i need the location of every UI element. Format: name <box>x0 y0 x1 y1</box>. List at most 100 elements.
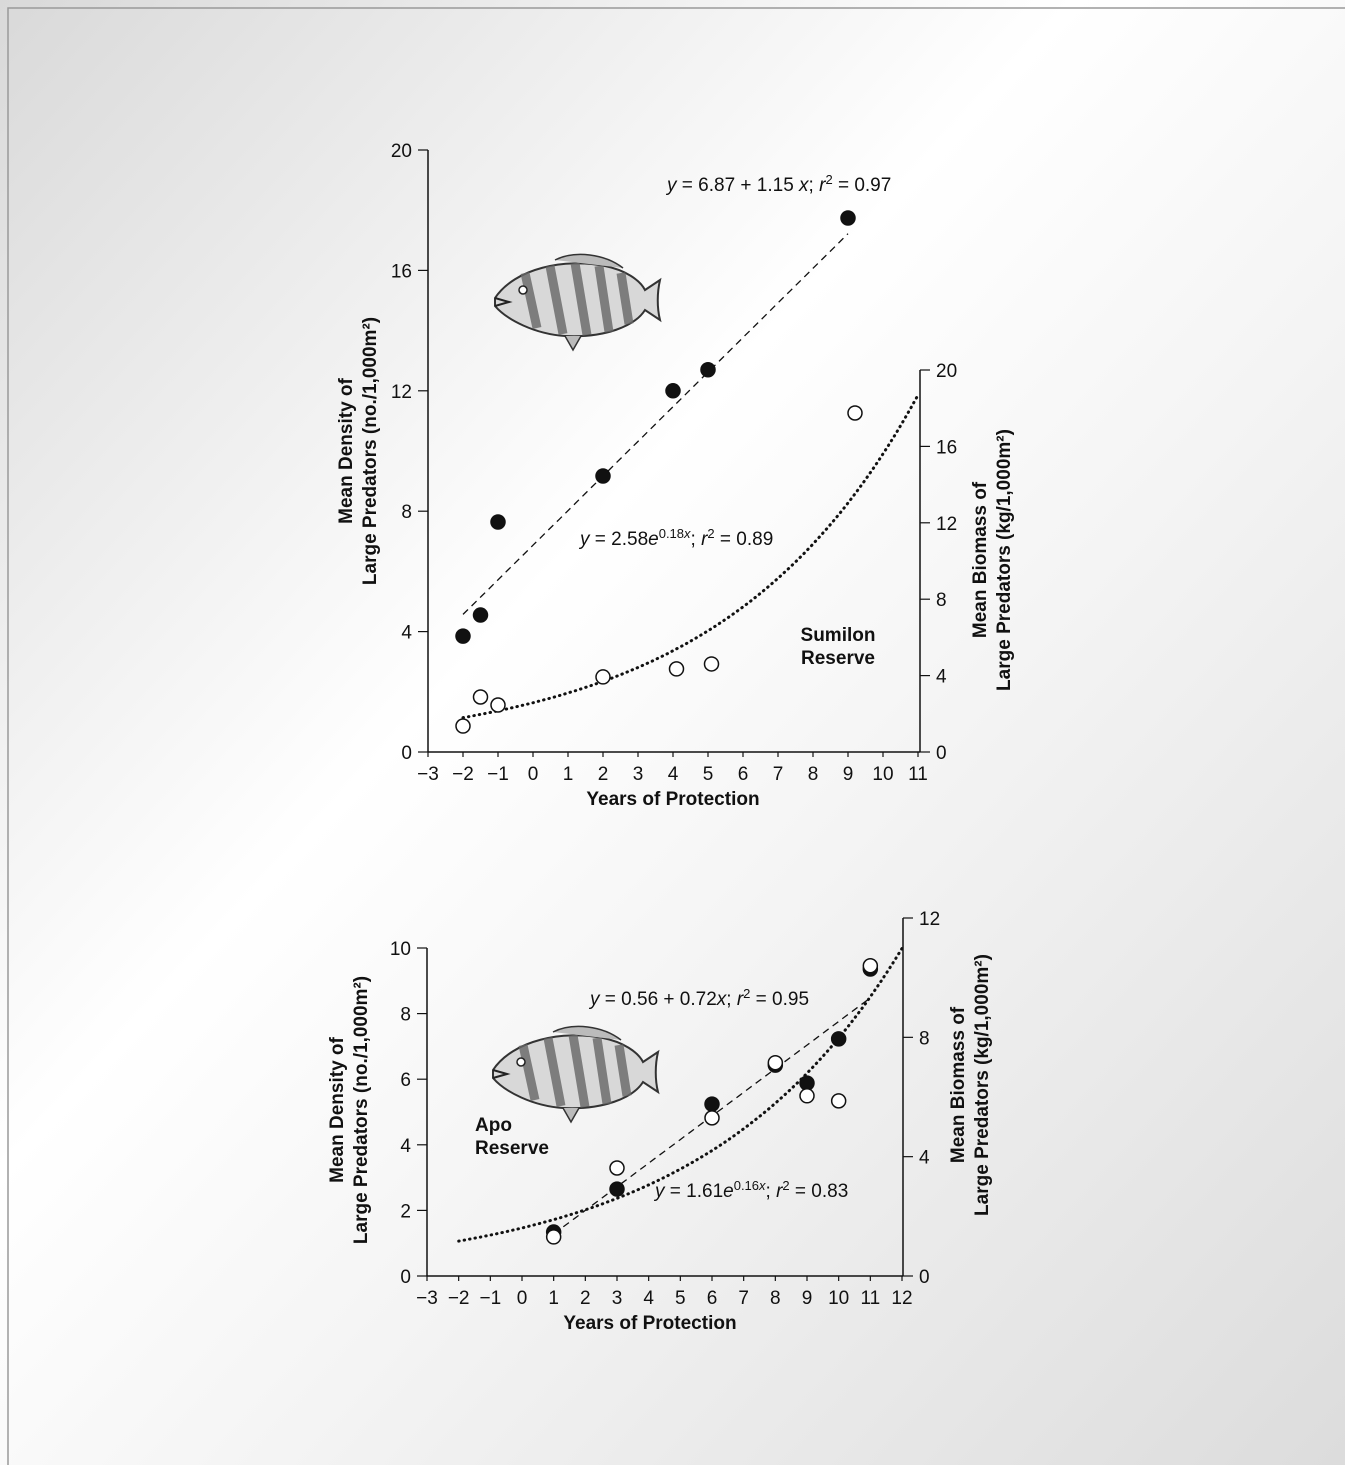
equation-part: = 0.97 <box>833 175 892 196</box>
data-point <box>474 690 488 704</box>
data-point <box>701 363 715 377</box>
data-point <box>666 384 680 398</box>
data-point <box>705 657 719 671</box>
equation-part: = 1.61 <box>665 1181 724 1202</box>
x-tick-label: 11 <box>860 1288 880 1309</box>
data-point <box>456 719 470 733</box>
equation-part: = 6.87 + 1.15 <box>677 175 800 196</box>
data-point <box>596 670 610 684</box>
y2-axis-title: Large Predators (kg/1,000m²) <box>972 954 993 1216</box>
x-tick-label: 7 <box>773 764 784 785</box>
equation-part: e <box>723 1181 734 1202</box>
data-point <box>800 1076 814 1090</box>
reserve-label: Reserve <box>801 648 875 669</box>
y-tick-label: 8 <box>401 502 412 523</box>
equation-part: 2 <box>825 172 832 187</box>
x-tick-label: 3 <box>633 764 644 785</box>
y-tick-label: 0 <box>400 1267 411 1288</box>
equation-part: 2 <box>707 526 714 541</box>
equation-part: = 0.83 <box>790 1181 849 1202</box>
equation-part: 2 <box>743 986 750 1001</box>
y-tick-label: 0 <box>401 743 412 764</box>
y2-axis-title: Large Predators (kg/1,000m²) <box>994 429 1015 691</box>
y2-tick-label: 4 <box>919 1148 930 1169</box>
equation-part: e <box>648 529 659 550</box>
x-tick-label: 1 <box>563 764 574 785</box>
x-tick-label: 6 <box>738 764 749 785</box>
x-axis-title: Years of Protection <box>586 789 759 810</box>
y-tick-label: 4 <box>400 1136 411 1157</box>
y-tick-label: 4 <box>401 623 412 644</box>
data-point <box>491 515 505 529</box>
x-tick-label: −2 <box>448 1288 470 1309</box>
data-point <box>547 1230 561 1244</box>
y-axis-title: Large Predators (no./1,000m²) <box>360 317 381 585</box>
reserve-label: Apo <box>475 1115 512 1136</box>
x-tick-label: 9 <box>802 1288 813 1309</box>
equation-part: = 2.58 <box>590 529 649 550</box>
x-tick-label: 4 <box>668 764 679 785</box>
y2-tick-label: 0 <box>936 743 947 764</box>
equation-part: = 0.89 <box>715 529 774 550</box>
x-tick-label: 9 <box>843 764 854 785</box>
y2-tick-label: 4 <box>936 667 947 688</box>
data-point <box>491 698 505 712</box>
y2-tick-label: 8 <box>936 590 947 611</box>
x-axis-title: Years of Protection <box>563 1313 736 1334</box>
y-axis-title: Mean Density of <box>336 377 357 523</box>
fit-equation: y = 6.87 + 1.15 x; r2 = 0.97 <box>665 172 891 196</box>
equation-part: 2 <box>782 1178 789 1193</box>
equation-part: 0.18 <box>659 526 684 541</box>
x-tick-label: 6 <box>707 1288 718 1309</box>
x-tick-label: 12 <box>891 1288 912 1309</box>
x-tick-label: 4 <box>643 1288 654 1309</box>
y-tick-label: 6 <box>400 1070 411 1091</box>
y-axis-title: Mean Density of <box>327 1036 348 1182</box>
equation-part: ; <box>766 1181 777 1202</box>
data-point <box>832 1032 846 1046</box>
data-point <box>841 211 855 225</box>
equation-part: = 0.95 <box>750 989 809 1010</box>
y2-tick-label: 20 <box>936 361 957 382</box>
y-tick-label: 16 <box>391 261 412 282</box>
reserve-label: Sumilon <box>801 625 876 646</box>
x-tick-label: 11 <box>908 764 928 785</box>
y-tick-label: 8 <box>400 1005 411 1026</box>
x-tick-label: 3 <box>612 1288 623 1309</box>
data-point <box>610 1161 624 1175</box>
x-tick-label: 10 <box>828 1288 849 1309</box>
x-tick-label: −2 <box>452 764 474 785</box>
reserve-label: Reserve <box>475 1138 549 1159</box>
x-tick-label: 2 <box>598 764 609 785</box>
data-point <box>768 1056 782 1070</box>
y-axis-title: Large Predators (no./1,000m²) <box>351 976 372 1244</box>
data-point <box>832 1094 846 1108</box>
x-tick-label: −1 <box>479 1288 501 1309</box>
fit-equation: y = 0.56 + 0.72x; r2 = 0.95 <box>588 986 809 1010</box>
x-tick-label: 2 <box>580 1288 591 1309</box>
x-tick-label: −3 <box>417 764 439 785</box>
x-tick-label: 5 <box>703 764 714 785</box>
equation-part: 0.16 <box>734 1178 759 1193</box>
equation-part: ; <box>726 989 737 1010</box>
equation-part: ; <box>809 175 820 196</box>
y2-tick-label: 8 <box>919 1028 930 1049</box>
x-tick-label: 5 <box>675 1288 686 1309</box>
y2-tick-label: 16 <box>936 437 957 458</box>
data-point <box>610 1182 624 1196</box>
data-point <box>596 469 610 483</box>
x-tick-label: 8 <box>808 764 819 785</box>
data-point <box>456 629 470 643</box>
x-tick-label: 8 <box>770 1288 781 1309</box>
equation-part: = 0.56 + 0.72 <box>600 989 717 1010</box>
y2-tick-label: 12 <box>936 514 957 535</box>
y2-tick-label: 0 <box>919 1267 930 1288</box>
x-tick-label: 7 <box>738 1288 749 1309</box>
x-tick-label: 0 <box>528 764 539 785</box>
y2-axis-title: Mean Biomass of <box>948 1006 969 1163</box>
y-tick-label: 2 <box>400 1201 411 1222</box>
y-tick-label: 12 <box>391 382 412 403</box>
y2-axis-title: Mean Biomass of <box>970 481 991 638</box>
y-tick-label: 10 <box>390 939 411 960</box>
data-point <box>705 1097 719 1111</box>
